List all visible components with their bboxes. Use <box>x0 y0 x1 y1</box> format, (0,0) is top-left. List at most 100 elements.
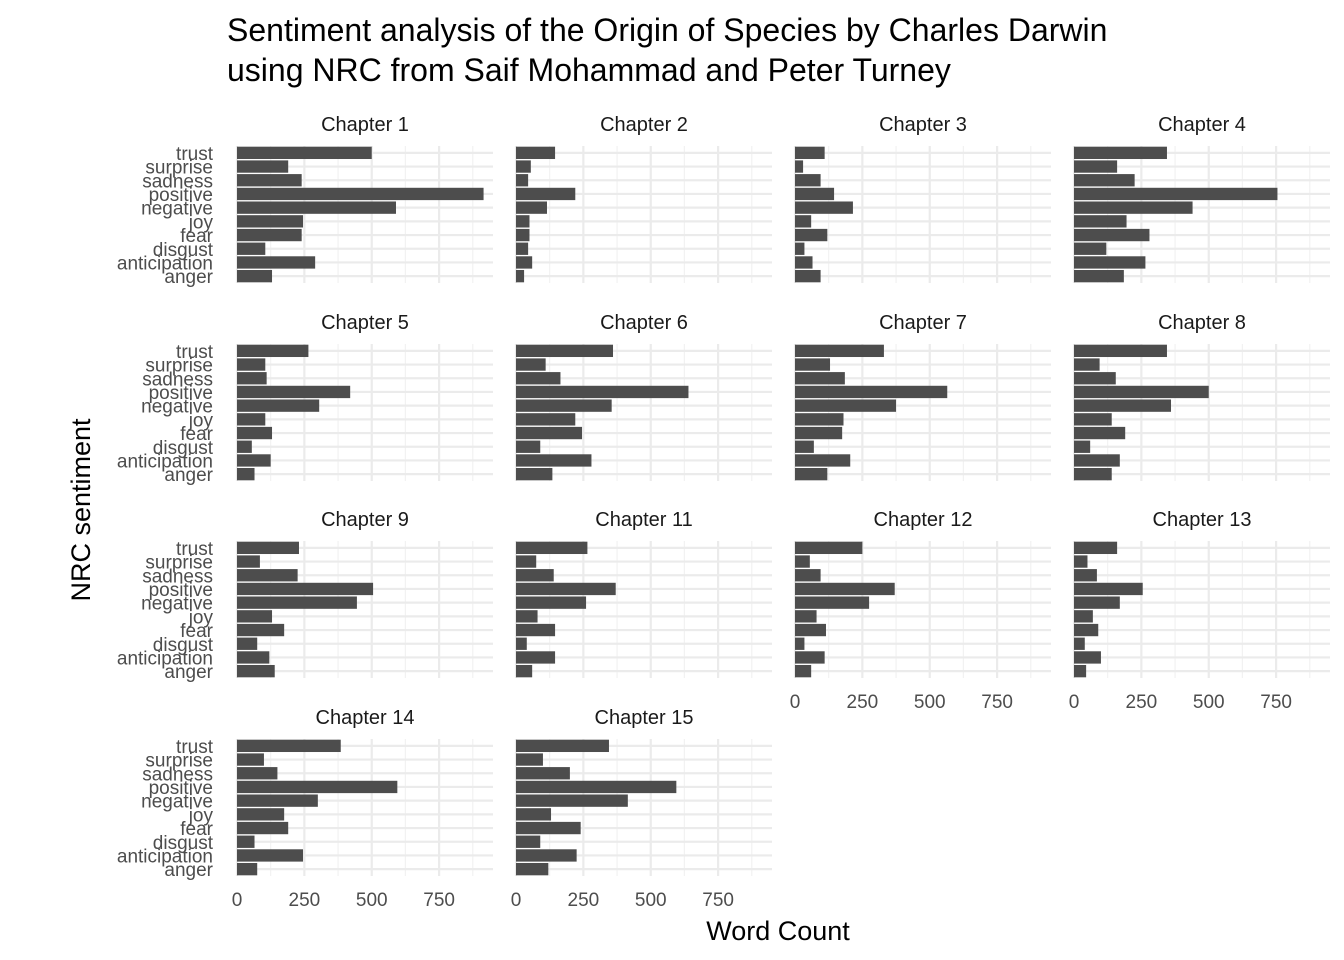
bar-trust <box>237 344 309 358</box>
bar-disgust <box>1074 242 1107 255</box>
bar-fear <box>237 228 302 242</box>
bar-sadness <box>1074 372 1116 385</box>
bar-anger <box>237 269 273 283</box>
bar-joy <box>516 215 530 228</box>
bar-disgust <box>1074 440 1091 453</box>
bar-anticipation <box>516 454 592 467</box>
bar-joy <box>795 610 817 623</box>
y-tick-label: negative <box>141 199 213 220</box>
facet-strip-label: Chapter 14 <box>316 707 415 729</box>
bar-surprise <box>516 358 546 371</box>
facet-panel: Chapter 11 <box>514 509 772 678</box>
bar-disgust <box>795 440 814 453</box>
bar-anticipation <box>237 651 270 664</box>
y-tick-label: trust <box>176 144 214 165</box>
bar-positive <box>237 780 398 794</box>
y-tick-label: trust <box>176 342 214 363</box>
bar-anticipation <box>795 651 825 664</box>
y-tick-label: joy <box>188 212 214 233</box>
bar-sadness <box>237 569 298 582</box>
facet-strip-label: Chapter 1 <box>321 114 409 136</box>
bar-surprise <box>237 160 289 173</box>
x-tick-label: 750 <box>1260 692 1292 713</box>
y-tick-label: negative <box>141 594 213 615</box>
bar-positive <box>1074 187 1278 201</box>
bar-negative <box>516 596 587 609</box>
y-tick-label: disgust <box>153 438 214 459</box>
bar-disgust <box>516 637 527 650</box>
bar-disgust <box>516 242 529 255</box>
y-tick-label: anger <box>164 465 213 486</box>
bar-surprise <box>237 753 264 766</box>
bar-joy <box>795 215 812 228</box>
y-tick-label: anticipation <box>117 846 213 867</box>
y-tick-label: sadness <box>142 369 213 390</box>
x-tick-label: 0 <box>511 890 522 911</box>
facet-strip-label: Chapter 3 <box>879 114 967 136</box>
facet-strip-label: Chapter 5 <box>321 312 409 334</box>
facet-panel: Chapter 3 <box>793 114 1051 283</box>
x-axis-title: Word Count <box>706 916 850 946</box>
x-tick-label: 250 <box>1126 692 1158 713</box>
bar-sadness <box>516 372 561 385</box>
x-tick-label: 750 <box>702 890 734 911</box>
facet-strip-label: Chapter 12 <box>874 509 973 531</box>
y-tick-label: sadness <box>142 764 213 785</box>
bar-anticipation <box>237 849 304 862</box>
bar-fear <box>795 426 843 440</box>
y-tick-label: anticipation <box>117 648 213 669</box>
bar-fear <box>516 228 530 242</box>
bar-positive <box>795 582 895 596</box>
facet-strip-label: Chapter 7 <box>879 312 967 334</box>
bar-positive <box>516 780 677 794</box>
facet-panel: Chapter 5 angeranticipationdisgustfearjoy… <box>117 312 493 486</box>
facet-strip-label: Chapter 8 <box>1158 312 1246 334</box>
y-tick-label: positive <box>149 383 213 404</box>
bar-negative <box>795 399 897 412</box>
bar-surprise <box>795 160 804 173</box>
x-tick-label: 500 <box>1193 692 1225 713</box>
bar-joy <box>516 808 552 821</box>
bar-joy <box>1074 215 1127 228</box>
bar-negative <box>237 794 318 807</box>
facet-strip-label: Chapter 11 <box>595 509 692 531</box>
y-tick-label: joy <box>188 607 214 628</box>
y-tick-label: negative <box>141 792 213 813</box>
x-tick-label: 750 <box>423 890 455 911</box>
bar-trust <box>237 146 372 160</box>
y-tick-label: sadness <box>142 566 213 587</box>
bar-surprise <box>237 358 266 371</box>
y-tick-label: surprise <box>145 356 213 377</box>
bar-trust <box>516 344 614 358</box>
y-tick-label: positive <box>149 778 213 799</box>
bar-trust <box>1074 541 1118 555</box>
facet-panel: Chapter 13 0 250 500 750 <box>1069 509 1330 713</box>
bar-negative <box>1074 596 1120 609</box>
bar-trust <box>795 541 863 555</box>
facet-panel: Chapter 14 angeranticipationdisgustfearjo… <box>117 707 493 911</box>
y-tick-label: negative <box>141 397 213 418</box>
x-tick-label: 750 <box>981 692 1013 713</box>
bar-positive <box>795 385 948 399</box>
bar-negative <box>516 201 547 214</box>
bar-anticipation <box>1074 256 1146 269</box>
y-tick-label: anticipation <box>117 253 213 274</box>
bar-disgust <box>237 440 252 453</box>
bar-negative <box>1074 399 1172 412</box>
bar-joy <box>795 413 844 426</box>
bar-anger <box>795 269 821 283</box>
bar-anger <box>1074 269 1124 283</box>
x-tick-label: 250 <box>289 890 321 911</box>
bar-trust <box>795 146 825 160</box>
bar-fear <box>516 821 581 835</box>
bar-disgust <box>516 835 541 848</box>
bar-fear <box>1074 426 1126 440</box>
facet-panel: Chapter 12 0 250 500 750 <box>790 509 1051 713</box>
bar-joy <box>237 215 304 228</box>
x-tick-label: 500 <box>635 890 667 911</box>
y-tick-label: fear <box>180 819 213 840</box>
bar-fear <box>516 426 583 440</box>
y-tick-label: anger <box>164 860 213 881</box>
y-tick-label: anger <box>164 267 213 288</box>
bar-positive <box>516 187 576 201</box>
